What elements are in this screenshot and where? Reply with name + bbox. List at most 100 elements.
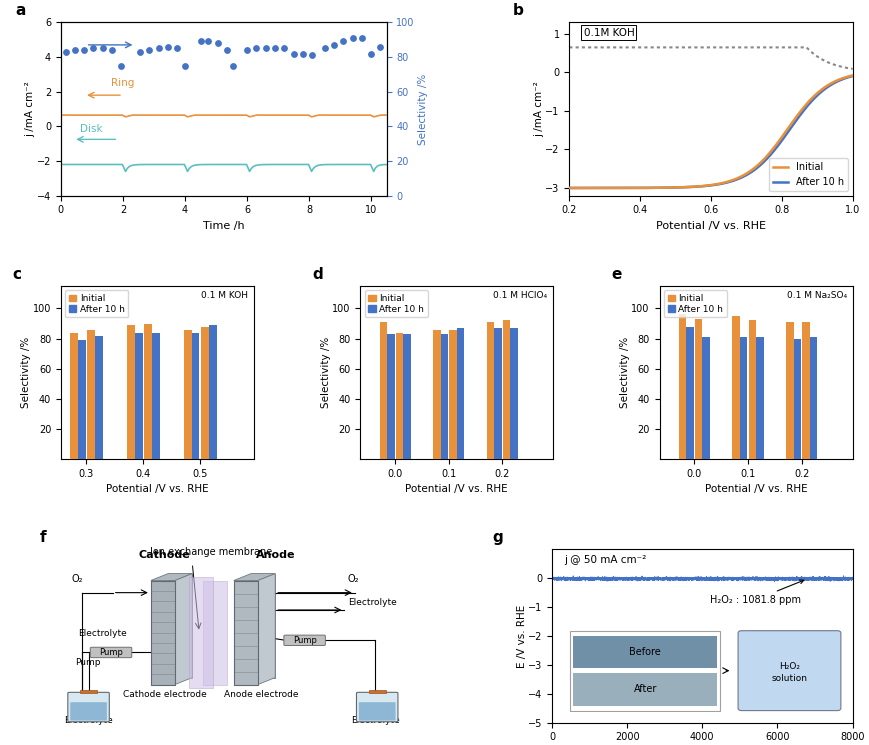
Bar: [747, 320, 755, 459]
Point: [277, 42, 291, 54]
Bar: [686, 326, 693, 459]
FancyBboxPatch shape: [68, 692, 109, 722]
Text: Electrolyte: Electrolyte: [351, 716, 400, 725]
Bar: [793, 338, 800, 459]
Text: O₂: O₂: [71, 574, 83, 584]
Point: [151, 42, 165, 54]
Point: [58, 46, 72, 58]
Bar: [368, 690, 386, 693]
Point: [201, 36, 215, 48]
X-axis label: Potential /V vs. RHE: Potential /V vs. RHE: [704, 484, 806, 495]
Text: g: g: [491, 530, 502, 545]
Text: Electrolyte: Electrolyte: [64, 716, 113, 725]
Point: [364, 48, 378, 60]
Y-axis label: j /mA cm⁻²: j /mA cm⁻²: [534, 81, 543, 137]
Text: Disk: Disk: [79, 124, 102, 134]
Bar: [151, 332, 160, 459]
Bar: [701, 337, 709, 459]
Bar: [191, 332, 199, 459]
Point: [161, 41, 175, 53]
X-axis label: Time /h: Time /h: [202, 221, 244, 231]
Legend: Initial, After 10 h: Initial, After 10 h: [65, 291, 129, 317]
Text: Anode electrode: Anode electrode: [224, 690, 298, 699]
Bar: [402, 334, 410, 459]
Point: [327, 39, 341, 51]
Polygon shape: [234, 574, 275, 580]
Bar: [740, 337, 746, 459]
Bar: [786, 322, 793, 459]
Bar: [95, 335, 103, 459]
Text: 0.1 M KOH: 0.1 M KOH: [201, 291, 248, 300]
Text: Anode: Anode: [255, 550, 295, 560]
Legend: Initial, After 10 h: Initial, After 10 h: [663, 291, 726, 317]
Bar: [456, 328, 464, 459]
Point: [77, 44, 91, 56]
Point: [305, 49, 319, 61]
Point: [220, 44, 234, 56]
Point: [115, 60, 129, 72]
Text: 0.1 M Na₂SO₄: 0.1 M Na₂SO₄: [786, 291, 846, 300]
Polygon shape: [251, 574, 275, 678]
Point: [178, 60, 192, 72]
Bar: [801, 322, 809, 459]
X-axis label: Potential /V vs. RHE: Potential /V vs. RHE: [405, 484, 507, 495]
Text: 0.1 M HClO₄: 0.1 M HClO₄: [493, 291, 547, 300]
Point: [335, 36, 349, 48]
Point: [240, 44, 254, 56]
Point: [373, 41, 387, 53]
Point: [105, 44, 119, 56]
Point: [68, 44, 82, 56]
Point: [133, 46, 147, 58]
Bar: [183, 329, 191, 459]
FancyBboxPatch shape: [90, 647, 131, 658]
Bar: [487, 322, 494, 459]
Polygon shape: [189, 577, 213, 688]
Text: f: f: [40, 530, 47, 545]
Text: H₂O₂ : 1081.8 ppm: H₂O₂ : 1081.8 ppm: [709, 580, 803, 605]
FancyBboxPatch shape: [70, 703, 107, 720]
Polygon shape: [175, 574, 192, 685]
FancyBboxPatch shape: [356, 692, 397, 722]
Text: Pump: Pump: [292, 635, 316, 645]
FancyBboxPatch shape: [359, 703, 395, 720]
Point: [295, 48, 309, 60]
Text: Electrolyte: Electrolyte: [348, 597, 396, 606]
Text: Cathode electrode: Cathode electrode: [123, 690, 206, 699]
Bar: [143, 323, 151, 459]
Polygon shape: [257, 574, 275, 685]
Y-axis label: Selectivity /%: Selectivity /%: [22, 337, 31, 408]
Text: 0.1M KOH: 0.1M KOH: [583, 28, 634, 37]
Bar: [395, 332, 402, 459]
Bar: [433, 329, 441, 459]
Y-axis label: Selectivity /%: Selectivity /%: [321, 337, 330, 408]
Bar: [80, 690, 97, 693]
Polygon shape: [150, 574, 192, 580]
Bar: [87, 329, 95, 459]
Point: [355, 32, 368, 44]
Y-axis label: j /mA cm⁻²: j /mA cm⁻²: [25, 81, 36, 137]
X-axis label: Potential /V vs. RHE: Potential /V vs. RHE: [655, 221, 765, 231]
Bar: [694, 319, 701, 459]
Text: d: d: [312, 267, 322, 282]
Polygon shape: [202, 580, 227, 685]
Bar: [448, 329, 456, 459]
Text: Pump: Pump: [99, 648, 123, 657]
Point: [226, 60, 240, 72]
Text: b: b: [512, 4, 523, 19]
Point: [96, 42, 109, 54]
Bar: [678, 314, 686, 459]
Bar: [135, 332, 143, 459]
Bar: [127, 325, 135, 459]
Bar: [209, 325, 216, 459]
Bar: [387, 334, 394, 459]
Point: [317, 42, 331, 54]
Bar: [809, 337, 816, 459]
Bar: [78, 340, 86, 459]
Y-axis label: Selectivity /%: Selectivity /%: [620, 337, 629, 408]
Polygon shape: [150, 580, 175, 685]
Text: c: c: [13, 267, 22, 282]
Y-axis label: Selectivity /%: Selectivity /%: [417, 74, 427, 145]
Text: Ring: Ring: [110, 78, 134, 89]
Point: [86, 42, 100, 54]
Point: [143, 44, 156, 56]
